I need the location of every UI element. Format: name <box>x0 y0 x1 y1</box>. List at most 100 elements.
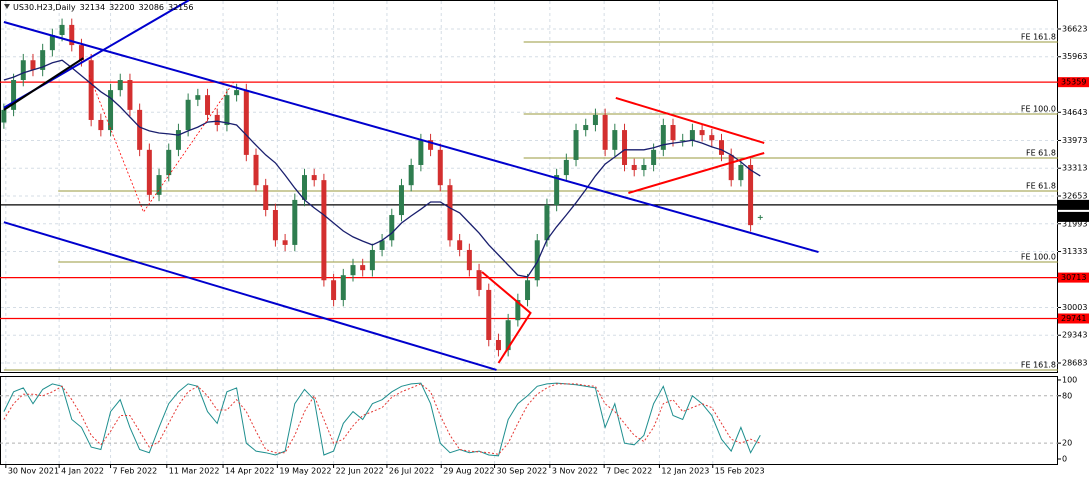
header-icon <box>4 4 10 9</box>
price-label-box <box>1058 199 1089 210</box>
candle-body <box>272 209 278 241</box>
candle-body <box>340 275 346 301</box>
osc-tick-label: 80 <box>1062 391 1072 400</box>
fib-label: FE 61.8 <box>1026 181 1056 190</box>
candle-body <box>689 130 695 141</box>
last-price-box <box>1058 211 1089 222</box>
price-label: 35359 <box>1061 78 1086 87</box>
candle-body <box>1 109 7 123</box>
x-tick-label: 15 Feb 2023 <box>715 467 765 476</box>
candle-body <box>651 149 657 165</box>
x-tick-label: 30 Nov 2021 <box>8 467 59 476</box>
x-tick-label: 26 Jul 2022 <box>389 467 434 476</box>
candle-body <box>583 125 589 131</box>
candle-body <box>379 240 385 250</box>
candle-body <box>311 175 317 181</box>
candle-body <box>40 50 46 70</box>
candle-body <box>544 204 550 241</box>
price-label-box <box>1058 77 1089 88</box>
candle-body <box>11 80 17 110</box>
fib-label: FE 161.8 <box>1021 360 1056 369</box>
osc-tick-label: 100 <box>1062 375 1077 384</box>
header: US30.H23,Daily 32134 32200 32086 32156 <box>13 3 193 12</box>
main-plot: FE 161.8 FE 100.0 FE 61.8 FE 61.8 FE 100.0 FE… <box>0 0 1058 371</box>
y-tick-label: 29343 <box>1062 331 1087 340</box>
candle-body <box>505 320 511 351</box>
candle-body <box>195 95 201 100</box>
candle-body <box>224 95 230 126</box>
candle-body <box>108 90 114 131</box>
candle-body <box>292 199 298 245</box>
y-tick-label: 31993 <box>1062 219 1087 228</box>
candle-body <box>137 109 143 150</box>
candle-body <box>428 140 434 150</box>
candle-body <box>127 80 133 110</box>
fib-label: FE 161.8 <box>1021 32 1056 41</box>
y-tick-label: 36623 <box>1062 24 1087 33</box>
candle-body <box>49 34 55 51</box>
candle-body <box>418 140 424 165</box>
candle-body <box>563 159 569 176</box>
x-tick-label: 7 Feb 2022 <box>113 467 158 476</box>
x-tick-label: 19 May 2022 <box>279 467 331 476</box>
x-tick-label: 4 Jan 2022 <box>61 467 104 476</box>
candle-body <box>641 164 647 171</box>
candle-body <box>631 164 637 171</box>
trendline <box>481 271 532 364</box>
candle-body <box>670 125 676 141</box>
candle-body <box>437 149 443 186</box>
price-label-box <box>1058 313 1089 324</box>
trendline <box>628 152 765 194</box>
candle-body <box>398 185 404 216</box>
candle-body <box>146 149 152 195</box>
candle-body <box>699 130 705 136</box>
candle-body <box>728 154 734 181</box>
symbol-title: US30.H23,Daily <box>13 3 76 12</box>
candle-body <box>389 215 395 241</box>
x-tick-label: 3 Nov 2022 <box>552 467 598 476</box>
candle-body <box>166 149 172 176</box>
header-open: 32134 <box>80 3 105 12</box>
candle-body <box>78 45 84 61</box>
osc-line <box>3 382 761 457</box>
osc-tick-label: 20 <box>1062 439 1072 448</box>
candle-body <box>117 80 123 91</box>
candle-body <box>525 280 531 301</box>
candle-body <box>457 240 463 250</box>
candle-body <box>98 119 104 131</box>
candle-body <box>263 185 269 210</box>
candle-body <box>718 140 724 155</box>
candle-body <box>156 175 162 195</box>
candle-body <box>59 24 65 35</box>
x-tick-label: 14 Apr 2022 <box>225 467 274 476</box>
trendline <box>3 21 819 254</box>
candle-body <box>234 90 240 96</box>
trendline <box>3 57 84 111</box>
candle-body <box>757 216 763 218</box>
header-low: 32086 <box>139 3 164 12</box>
candle-body <box>660 125 666 150</box>
osc-line <box>3 383 761 455</box>
candle-body <box>738 164 744 181</box>
candle-body <box>243 90 249 155</box>
x-tick-label: 22 Jun 2022 <box>336 467 384 476</box>
y-tick-label: 30003 <box>1062 303 1087 312</box>
fib-label: FE 100.0 <box>1021 252 1056 261</box>
candle-body <box>282 240 288 245</box>
y-tick-label: 35963 <box>1062 52 1087 61</box>
candle-body <box>534 240 540 281</box>
candle-body <box>350 265 356 276</box>
candle-body <box>88 60 94 120</box>
candle-body <box>709 135 715 141</box>
trendline <box>615 96 765 144</box>
candle-body <box>205 95 211 115</box>
x-tick-label: 29 Aug 2022 <box>443 467 494 476</box>
candle-body <box>573 130 579 160</box>
oscillator-plot <box>0 382 1058 457</box>
candle-body <box>408 164 414 186</box>
trendline <box>3 221 497 371</box>
y-tick-label: 31333 <box>1062 247 1087 256</box>
y-tick-label: 32653 <box>1062 191 1087 200</box>
candle-body <box>495 339 501 351</box>
